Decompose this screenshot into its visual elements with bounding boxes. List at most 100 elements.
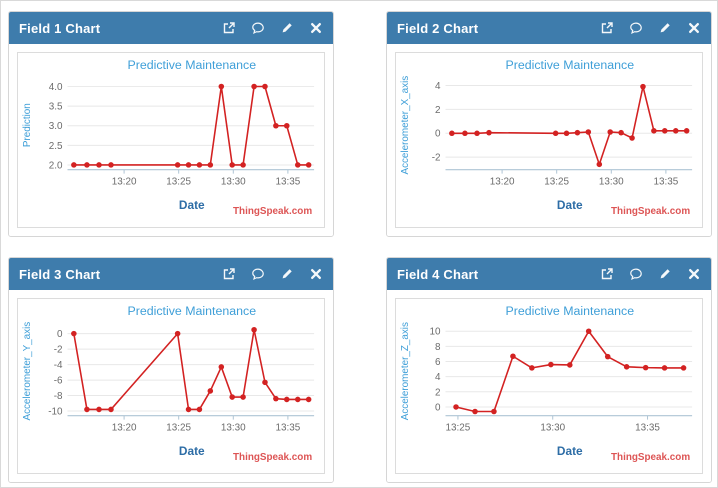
x-tick-label: 13:35	[654, 176, 679, 187]
comment-icon[interactable]	[251, 267, 265, 281]
series-line	[451, 85, 687, 166]
data-point-marker	[552, 130, 559, 137]
panel-body: -2 0 2 4 13:20 13:25 13:30 13:35 Predictive Main…	[387, 44, 711, 236]
data-point-marker	[585, 328, 592, 334]
field2-panel-header: Field 2 Chart	[387, 12, 711, 44]
data-point-marker	[462, 130, 468, 137]
chart-grid: Field 1 Chart 2.0 2.5 3.0 3.5 4.0 13:20 13:25 1…	[8, 11, 712, 483]
data-point-marker	[661, 365, 668, 371]
external-link-icon[interactable]	[222, 21, 236, 35]
data-point-marker	[596, 161, 603, 168]
x-tick-label: 13:35	[276, 422, 301, 433]
data-point-marker	[96, 406, 102, 413]
y-tick-label: 4	[435, 81, 441, 92]
field4-chart-panel: Field 4 Chart 0 2 4 6 8 10 13:25 13:30 13:35 Pred…	[386, 257, 712, 483]
close-icon[interactable]	[687, 21, 701, 35]
data-point-marker	[174, 162, 181, 168]
panel-body: 2.0 2.5 3.0 3.5 4.0 13:20 13:25 13:30 13:35 Predi…	[9, 44, 333, 236]
data-point-marker	[273, 395, 279, 402]
y-tick-label: 0	[435, 402, 441, 413]
data-point-marker	[96, 162, 102, 168]
series-line	[455, 330, 684, 413]
data-point-marker	[185, 406, 192, 413]
edit-pencil-icon[interactable]	[280, 267, 294, 281]
panel-icon-group	[222, 267, 323, 281]
panel-icon-group	[600, 267, 701, 281]
y-tick-label: 2	[435, 105, 441, 116]
field2-line-chart: -2 0 2 4 13:20 13:25 13:30 13:35 Predictive Main…	[400, 58, 693, 217]
field1-chart-panel: Field 1 Chart 2.0 2.5 3.0 3.5 4.0 13:20 13:25 1…	[8, 11, 334, 237]
external-link-icon[interactable]	[600, 21, 614, 35]
data-point-marker	[661, 128, 668, 134]
data-point-marker	[273, 122, 279, 129]
data-point-marker	[84, 162, 90, 168]
x-axis-label: Date	[179, 198, 205, 212]
y-tick-label: -10	[48, 406, 63, 417]
x-axis-label: Date	[557, 444, 583, 458]
x-tick-label: 13:30	[221, 176, 246, 187]
comment-icon[interactable]	[251, 21, 265, 35]
close-icon[interactable]	[687, 267, 701, 281]
panel-icon-group	[222, 21, 323, 35]
panel-title: Field 2 Chart	[397, 20, 479, 36]
field3-chart-panel: Field 3 Chart 0 -2 -4 -6 -8 -10 13:20 13:25 13:3…	[8, 257, 334, 483]
y-tick-label: 8	[435, 342, 441, 353]
edit-pencil-icon[interactable]	[658, 21, 672, 35]
data-point-marker	[305, 396, 312, 403]
data-point-marker	[607, 129, 613, 135]
x-tick-label: 13:30	[599, 176, 624, 187]
data-point-marker	[604, 353, 611, 360]
y-tick-label: -2	[432, 153, 441, 164]
data-point-marker	[294, 162, 301, 168]
data-point-marker	[618, 129, 624, 136]
y-axis-label: Accelerometer_Z_axis	[400, 322, 411, 420]
data-point-marker	[108, 162, 114, 168]
close-icon[interactable]	[309, 21, 323, 35]
data-point-marker	[585, 129, 592, 135]
data-point-marker	[640, 83, 646, 90]
y-tick-label: -6	[54, 376, 63, 387]
data-point-marker	[680, 365, 687, 371]
field3-line-chart: 0 -2 -4 -6 -8 -10 13:20 13:25 13:30 13:35 Predicti…	[22, 304, 315, 463]
y-tick-label: 10	[430, 327, 442, 338]
external-link-icon[interactable]	[222, 267, 236, 281]
data-point-marker	[672, 128, 679, 134]
data-point-marker	[262, 83, 268, 90]
x-tick-label: 13:30	[540, 422, 565, 433]
data-point-marker	[240, 394, 246, 400]
x-axis-label: Date	[557, 198, 583, 212]
y-tick-label: 4	[435, 372, 441, 383]
field1-line-chart: 2.0 2.5 3.0 3.5 4.0 13:20 13:25 13:30 13:35 Predi…	[22, 58, 315, 217]
comment-icon[interactable]	[629, 21, 643, 35]
y-axis-label: Prediction	[22, 103, 33, 147]
data-point-marker	[548, 361, 554, 368]
y-tick-label: 2.0	[49, 160, 63, 171]
x-tick-label: 13:20	[112, 422, 137, 433]
data-point-marker	[108, 406, 114, 413]
y-tick-label: -8	[54, 391, 63, 402]
chart-title: Predictive Maintenance	[128, 304, 257, 318]
data-point-marker	[283, 396, 290, 403]
data-point-marker	[651, 128, 657, 134]
data-point-marker	[196, 406, 203, 413]
edit-pencil-icon[interactable]	[658, 267, 672, 281]
comment-icon[interactable]	[629, 267, 643, 281]
data-point-marker	[510, 353, 516, 360]
field1-panel-header: Field 1 Chart	[9, 12, 333, 44]
edit-pencil-icon[interactable]	[280, 21, 294, 35]
thingspeak-watermark: ThingSpeak.com	[611, 206, 690, 217]
data-point-marker	[240, 162, 246, 168]
data-point-marker	[574, 129, 581, 136]
data-point-marker	[294, 396, 301, 403]
data-point-marker	[642, 364, 649, 371]
data-point-marker	[623, 364, 630, 370]
close-icon[interactable]	[309, 267, 323, 281]
external-link-icon[interactable]	[600, 267, 614, 281]
y-tick-label: 6	[435, 357, 441, 368]
panel-body: 0 -2 -4 -6 -8 -10 13:20 13:25 13:30 13:35 Predicti…	[9, 290, 333, 482]
y-tick-label: 0	[57, 329, 63, 340]
data-point-marker	[474, 130, 480, 137]
field4-line-chart: 0 2 4 6 8 10 13:25 13:30 13:35 Predictive Mainten…	[400, 304, 693, 463]
data-point-marker	[229, 394, 235, 400]
